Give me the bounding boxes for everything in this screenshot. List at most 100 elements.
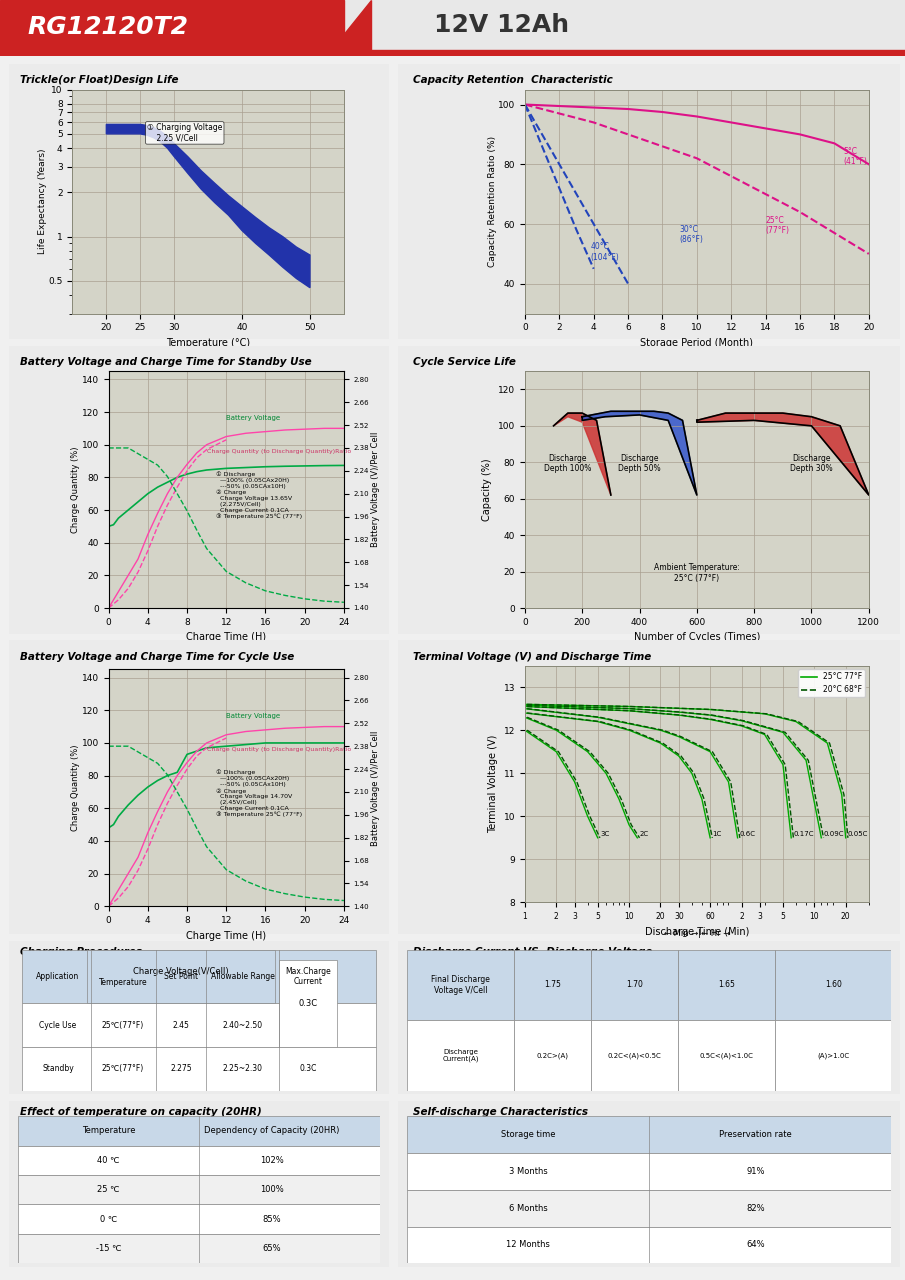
Bar [776,950,891,1020]
Bar [776,1020,891,1091]
Bar [591,1020,679,1091]
Text: 91%: 91% [747,1167,765,1176]
Bar [18,1116,380,1146]
Text: 100%: 100% [260,1185,283,1194]
Text: 2.275: 2.275 [170,1064,192,1073]
Text: Discharge
Depth 50%: Discharge Depth 50% [618,454,661,474]
Text: 1.75: 1.75 [544,980,561,989]
Text: ① Discharge
  —100% (0.05CAx20H)
  ---50% (0.05CAx10H)
② Charge
  Charge Voltage: ① Discharge —100% (0.05CAx20H) ---50% (0… [216,471,302,520]
Text: Max.Charge
Current: Max.Charge Current [285,966,330,986]
Battery Voltage [103,518,114,534]
Battery Voltage [108,517,119,532]
Y-axis label: Capacity (%): Capacity (%) [482,458,492,521]
Y-axis label: Charge Quantity (%): Charge Quantity (%) [71,745,81,831]
Bar [591,950,679,1020]
Text: RG12120T2: RG12120T2 [27,15,188,38]
Text: 0.3C: 0.3C [298,998,318,1007]
Line: Battery Voltage: Battery Voltage [109,466,344,526]
Text: 0.3C: 0.3C [299,1064,317,1073]
Text: 1.65: 1.65 [719,980,735,989]
Text: 0.2C>(A): 0.2C>(A) [537,1052,568,1059]
Text: Charge Quantity (to Discharge Quantity)Ratio: Charge Quantity (to Discharge Quantity)R… [206,748,351,753]
Bar [0,0,344,56]
X-axis label: Charge Time (H): Charge Time (H) [186,931,266,941]
Bar [407,1020,514,1091]
Text: Discharge
Depth 30%: Discharge Depth 30% [790,454,833,474]
Text: Application: Application [36,972,80,980]
Text: 2.25~2.30: 2.25~2.30 [223,1064,262,1073]
Bar [18,1146,380,1175]
Battery Voltage [192,463,203,479]
Text: Self-discharge Characteristics: Self-discharge Characteristics [414,1107,588,1117]
Text: 85%: 85% [262,1215,281,1224]
Text: ① Discharge
  —100% (0.05CAx20H)
  ---50% (0.05CAx10H)
② Charge
  Charge Voltage: ① Discharge —100% (0.05CAx20H) ---50% (0… [216,769,302,818]
Battery Voltage [132,494,143,509]
Text: Charge Voltage(V/Cell): Charge Voltage(V/Cell) [133,966,229,975]
Bar [679,950,776,1020]
Text: 1C: 1C [712,831,721,837]
Battery Voltage [172,470,183,485]
Legend: 25°C 77°F, 20°C 68°F: 25°C 77°F, 20°C 68°F [798,669,865,698]
Text: 5°C
(41°F): 5°C (41°F) [843,147,867,166]
Polygon shape [326,0,371,56]
Battery Voltage [123,502,134,517]
Battery Voltage [221,461,232,476]
X-axis label: Discharge Time (Min): Discharge Time (Min) [644,927,749,937]
Battery Voltage [338,458,349,474]
Battery Voltage [300,458,310,474]
Battery Voltage [319,458,329,474]
Text: 25 ℃: 25 ℃ [98,1185,119,1194]
Battery Voltage [260,460,271,475]
Bar [18,1204,380,1234]
Text: ← Min →|← Hr →: ← Min →|← Hr → [663,928,730,937]
Polygon shape [582,411,697,495]
Text: Final Discharge
Voltage V/Cell: Final Discharge Voltage V/Cell [431,975,490,995]
Text: 40 ℃: 40 ℃ [98,1156,119,1165]
Bar [87,950,275,1004]
Battery Voltage [182,466,193,481]
Text: 0.6C: 0.6C [739,831,756,837]
Text: Effect of temperature on capacity (20HR): Effect of temperature on capacity (20HR) [21,1107,262,1117]
Text: 0.5C<(A)<1.0C: 0.5C<(A)<1.0C [700,1052,754,1059]
Battery Voltage [142,486,153,502]
Text: 12V 12Ah: 12V 12Ah [434,13,569,37]
Text: 0.05C: 0.05C [848,831,868,837]
Text: Trickle(or Float)Design Life: Trickle(or Float)Design Life [21,76,179,84]
Text: Battery Voltage and Charge Time for Standby Use: Battery Voltage and Charge Time for Stan… [21,357,312,367]
Polygon shape [697,413,869,495]
X-axis label: Number of Cycles (Times): Number of Cycles (Times) [634,632,760,643]
Text: 3C: 3C [600,831,609,837]
Text: Capacity Retention  Characteristic: Capacity Retention Characteristic [414,76,613,84]
Bar [279,960,337,1047]
Text: Temperature: Temperature [99,978,148,987]
X-axis label: Temperature (°C): Temperature (°C) [167,338,250,348]
Text: Charging Procedures: Charging Procedures [21,947,142,957]
Text: 25℃(77°F): 25℃(77°F) [102,1020,144,1029]
Text: 1.60: 1.60 [824,980,842,989]
Y-axis label: Battery Voltage (V)/Per Cell: Battery Voltage (V)/Per Cell [371,730,380,846]
Bar [407,1153,891,1190]
Text: 40°C
(104°F): 40°C (104°F) [590,242,619,262]
Text: Allowable Range: Allowable Range [211,972,274,980]
Bar [407,1116,891,1153]
Text: 6 Months: 6 Months [509,1203,548,1212]
Text: Cycle Use: Cycle Use [39,1020,77,1029]
Bar [326,0,905,56]
Text: Standby: Standby [42,1064,74,1073]
Bar [407,950,514,1020]
Text: 1.70: 1.70 [626,980,643,989]
Y-axis label: Charge Quantity (%): Charge Quantity (%) [71,447,81,532]
Text: 64%: 64% [747,1240,765,1249]
Text: Dependency of Capacity (20HR): Dependency of Capacity (20HR) [204,1126,339,1135]
Bar [22,950,376,1004]
Text: 2C: 2C [640,831,649,837]
Y-axis label: Terminal Voltage (V): Terminal Voltage (V) [488,735,498,833]
Text: 12 Months: 12 Months [507,1240,550,1249]
Text: ① Charging Voltage
    2.25 V/Cell: ① Charging Voltage 2.25 V/Cell [147,123,223,142]
Text: Preservation rate: Preservation rate [719,1130,792,1139]
Bar [18,1234,380,1263]
Text: Battery Voltage: Battery Voltage [226,415,281,421]
Bar [514,1020,591,1091]
Text: 25℃(77°F): 25℃(77°F) [102,1064,144,1073]
Bar [514,950,591,1020]
